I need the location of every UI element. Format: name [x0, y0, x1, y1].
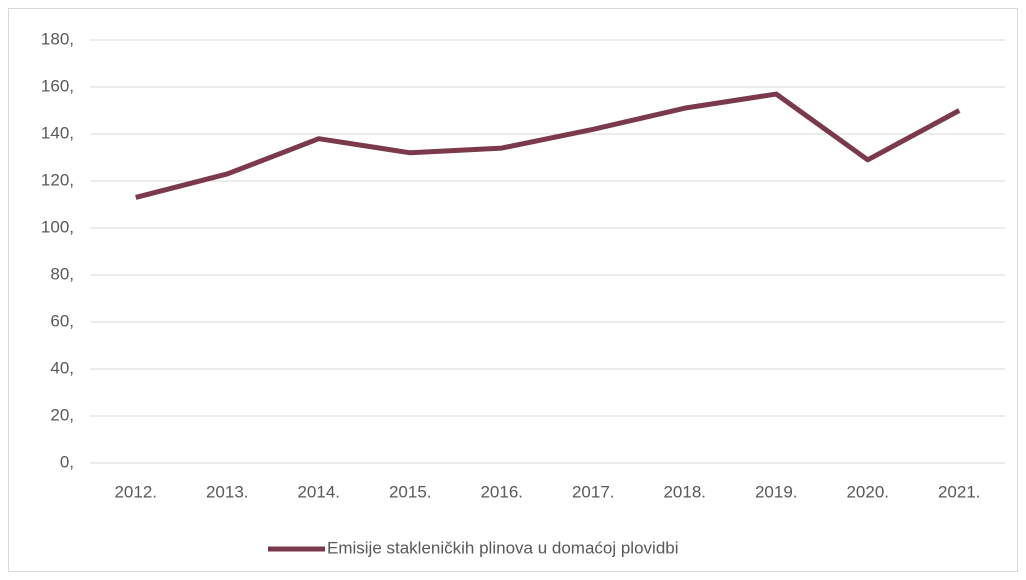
- legend-label: Emisije stakleničkih plinova u domaćoj p…: [327, 538, 679, 557]
- x-tick-label: 2014.: [297, 482, 340, 501]
- x-tick-label: 2015.: [389, 482, 432, 501]
- y-tick-label: 140,: [41, 123, 74, 142]
- y-tick-label: 160,: [41, 76, 74, 95]
- chart-border: [8, 8, 1018, 572]
- y-tick-label: 40,: [50, 358, 74, 377]
- x-tick-label: 2019.: [755, 482, 798, 501]
- y-tick-label: 20,: [50, 405, 74, 424]
- y-tick-label: 100,: [41, 217, 74, 236]
- x-tick-label: 2021.: [938, 482, 981, 501]
- x-tick-label: 2012.: [114, 482, 157, 501]
- y-tick-label: 60,: [50, 311, 74, 330]
- y-tick-label: 120,: [41, 170, 74, 189]
- x-tick-label: 2018.: [663, 482, 706, 501]
- data-line: [135, 91, 961, 200]
- y-tick-label: 180,: [41, 29, 74, 48]
- y-tick-label: 80,: [50, 264, 74, 283]
- x-tick-label: 2013.: [206, 482, 249, 501]
- y-tick-label: 0,: [60, 452, 74, 471]
- x-tick-label: 2017.: [572, 482, 615, 501]
- x-tick-label: 2016.: [480, 482, 523, 501]
- x-tick-label: 2020.: [846, 482, 889, 501]
